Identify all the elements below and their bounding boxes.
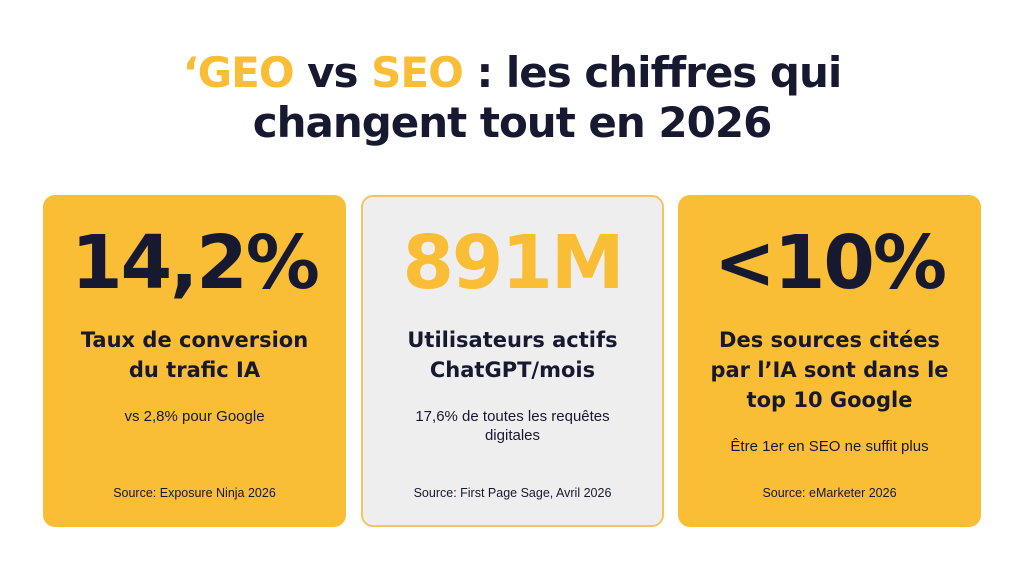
stat-subtext: vs 2,8% pour Google: [124, 408, 265, 425]
stat-label-line: par l’IA sont dans le: [710, 358, 949, 382]
stat-value: 14,2%: [71, 220, 320, 306]
stat-label-line: ChatGPT/mois: [429, 358, 596, 382]
stat-label-line: Des sources citées: [719, 328, 940, 352]
stat-source: Source: eMarketer 2026: [762, 486, 897, 500]
stat-card-conversion: 14,2% Taux de conversion du trafic IA vs…: [43, 195, 346, 527]
title-quote-mark: ‘: [182, 48, 199, 97]
title-accent-seo: SEO: [371, 48, 464, 97]
title-vs: vs: [293, 48, 372, 97]
stat-label: Des sources citées par l’IA sont dans le…: [690, 325, 969, 415]
stat-card-chatgpt-users: 891M Utilisateurs actifs ChatGPT/mois 17…: [361, 195, 664, 527]
stat-label: Taux de conversion du trafic IA: [55, 325, 334, 385]
stat-subtext: Être 1er en SEO ne suffit plus: [730, 438, 929, 455]
stat-label-line: du trafic IA: [128, 358, 261, 382]
page-title: ‘GEO vs SEO : les chiffres qui changent …: [0, 48, 1024, 148]
stat-label-line: Utilisateurs actifs: [407, 328, 618, 352]
title-rest: : les chiffres qui: [462, 48, 842, 97]
stat-subtext-line: 17,6% de toutes les requêtes: [415, 408, 610, 425]
stat-value: <10%: [713, 220, 947, 306]
title-accent-geo: GEO: [197, 48, 295, 97]
stat-value: 891M: [402, 220, 624, 306]
stat-subtext: 17,6% de toutes les requêtes digitales: [375, 407, 650, 445]
title-line-2: changent tout en 2026: [252, 98, 773, 147]
stat-label: Utilisateurs actifs ChatGPT/mois: [375, 325, 650, 385]
stat-subtext-line: digitales: [484, 427, 541, 444]
stat-source: Source: Exposure Ninja 2026: [113, 486, 276, 500]
stat-label-line: top 10 Google: [746, 388, 913, 412]
stat-card-ai-sources: <10% Des sources citées par l’IA sont da…: [678, 195, 981, 527]
title-line-1: ‘GEO vs SEO : les chiffres qui: [0, 48, 1024, 98]
stat-source: Source: First Page Sage, Avril 2026: [413, 486, 612, 500]
stat-label-line: Taux de conversion: [80, 328, 309, 352]
